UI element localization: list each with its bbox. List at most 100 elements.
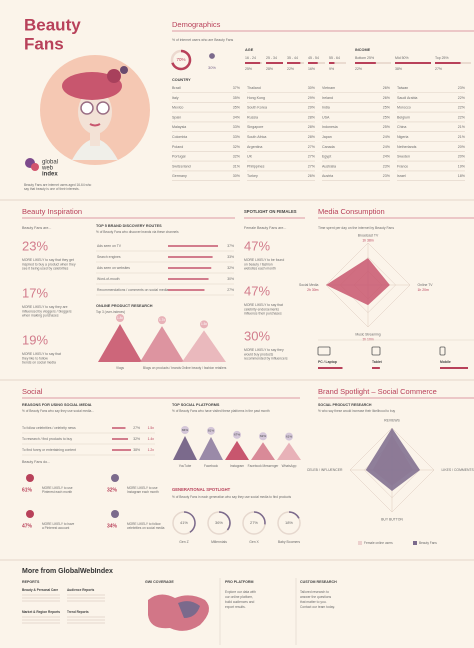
country-name: South Korea — [247, 106, 267, 110]
chart-label: INCOME — [355, 48, 371, 52]
country-name: Morocco — [397, 106, 411, 110]
country-value: 25% — [383, 115, 391, 119]
country-name: South Africa — [247, 135, 266, 139]
category-label: Ads seen on websites — [97, 266, 130, 270]
chart-subtitle: Top 3 (over-indexes) — [96, 310, 125, 314]
value-label: 84% — [182, 428, 188, 432]
section-title: Demographics — [172, 20, 221, 29]
bar — [112, 438, 128, 440]
chart-title: SPOTLIGHT ON FEMALES — [244, 209, 297, 214]
value-label: 36% — [215, 520, 223, 525]
section-title: Social — [22, 387, 43, 396]
text-line: they like to follow — [22, 356, 48, 360]
bar — [168, 278, 209, 280]
value-label: 1.5x — [201, 322, 207, 326]
text-line: inspired to buy a product when they — [22, 262, 76, 266]
country-name: Singapore — [247, 125, 263, 129]
column-title: PRO PLATFORM — [225, 580, 253, 584]
value-label: 61% — [286, 434, 292, 438]
bar — [168, 245, 218, 247]
value-dot — [285, 432, 293, 441]
category-label: Recommendations / comments on social med… — [97, 288, 168, 292]
category-label: To research / find products to buy — [22, 437, 72, 441]
country-value: 32% — [233, 155, 241, 159]
bar — [112, 449, 131, 451]
legend-swatch — [413, 541, 417, 545]
text-line: MORE LIKELY to follow — [127, 522, 161, 526]
gender-value: 30% — [208, 65, 216, 70]
country-name: Malaysia — [172, 125, 186, 129]
country-value: 33% — [233, 135, 241, 139]
country-value: 25% — [383, 106, 391, 110]
map — [178, 601, 200, 618]
triangle — [173, 436, 197, 460]
category-label: Online beauty / fashion retailers — [182, 366, 227, 370]
category-label: 16 - 24 — [245, 56, 256, 60]
text-line: MORE LIKELY to have — [42, 522, 75, 526]
category-label: Vlogs — [116, 366, 124, 370]
text-line: influence their purchases — [244, 312, 282, 316]
social-icon — [26, 510, 34, 518]
text-line: Pinterest each month — [42, 490, 72, 494]
radar-value: 1h 38m — [362, 238, 373, 242]
text-line: celebrity endorsements — [244, 307, 279, 311]
radar-label: CELEB / INFLUENCER — [307, 468, 343, 472]
country-value: 22% — [458, 106, 466, 110]
country-name: Thailand — [247, 86, 261, 90]
column-title: REPORTS — [22, 580, 40, 584]
country-name: Argentina — [247, 145, 262, 149]
legend-label: Beauty Fans — [419, 541, 437, 545]
country-value: 28% — [308, 135, 316, 139]
subtitle: Time spent per day on the internet by Be… — [318, 226, 394, 230]
text-line: MORE LIKELY to say that — [244, 303, 283, 307]
category-label: Facebook Messenger — [248, 464, 280, 468]
chart-title: SOCIAL PRODUCT RESEARCH — [318, 403, 372, 407]
text-line: export results. — [225, 605, 246, 609]
section-title: Media Consumption — [318, 207, 385, 216]
text-line: influenced by vloggers / bloggers — [22, 309, 72, 313]
category-label: Facebook — [204, 464, 218, 468]
country-value: 21% — [458, 125, 466, 129]
device-icon — [439, 346, 446, 356]
country-name: Portugal — [172, 155, 186, 159]
country-value: 31% — [233, 164, 241, 168]
radar-label: Social Media — [299, 283, 319, 287]
value-label: 38% — [133, 448, 140, 452]
text-line: MORE LIKELY to say that they get — [22, 258, 74, 262]
radar-label: Broadcast TV — [358, 233, 379, 237]
logo-text: web — [41, 166, 54, 172]
country-value: 28% — [308, 115, 316, 119]
value-label: 22% — [287, 67, 294, 71]
bar — [329, 62, 335, 64]
legend-swatch — [358, 541, 362, 545]
radar-label: Online TV — [418, 283, 434, 287]
country-name: USA — [322, 115, 330, 119]
value-dot — [233, 430, 241, 439]
bar — [440, 367, 468, 369]
triangle — [140, 326, 184, 362]
category-label: Gen Z — [179, 540, 188, 544]
country-name: Italy — [172, 96, 179, 100]
value-dot — [200, 320, 208, 329]
column-title: GWI COVERAGE — [145, 580, 174, 584]
country-name: Brazil — [172, 86, 181, 90]
country-name: Japan — [322, 135, 332, 139]
chart-label: AGE — [245, 48, 254, 52]
bar — [266, 62, 283, 64]
country-name: Russia — [247, 115, 258, 119]
bar — [318, 367, 343, 369]
value-label: 37% — [227, 244, 234, 248]
text-line: say that beauty is one of their interest… — [24, 187, 80, 191]
triangle — [98, 324, 142, 362]
device-label: Mobile — [440, 360, 451, 364]
text-line: MORE LIKELY to be found — [244, 258, 284, 262]
beret — [62, 72, 122, 100]
bar — [287, 62, 301, 64]
chart-subtitle: % of Beauty Fans in each generation who … — [172, 495, 291, 499]
legend-label: Female online users — [364, 541, 393, 545]
section-title: Beauty Inspiration — [22, 207, 82, 216]
text-line: websites each month — [244, 267, 276, 271]
text-line: that matter to you. — [300, 600, 327, 604]
country-name: Germany — [172, 174, 187, 178]
